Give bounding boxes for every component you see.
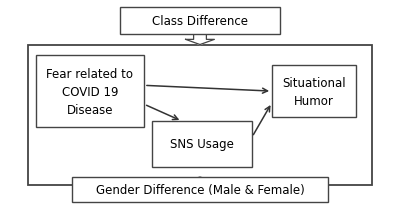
Bar [36,56,144,128]
Text: Gender Difference (Male & Female): Gender Difference (Male & Female) [96,183,304,196]
Bar [272,66,356,117]
Bar [72,177,328,202]
Bar [120,8,280,35]
Polygon shape [186,177,214,185]
Text: Situational
Humor: Situational Humor [282,76,346,107]
Text: Fear related to
COVID 19
Disease: Fear related to COVID 19 Disease [46,67,134,116]
Text: Class Difference: Class Difference [152,15,248,28]
Bar [152,122,252,167]
Text: SNS Usage: SNS Usage [170,138,234,151]
Bar [28,45,372,185]
Polygon shape [186,35,214,45]
